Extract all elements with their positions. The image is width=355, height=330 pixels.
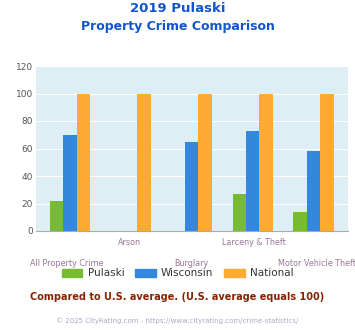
Text: © 2025 CityRating.com - https://www.cityrating.com/crime-statistics/: © 2025 CityRating.com - https://www.city… (56, 317, 299, 324)
Bar (77, 93, 90, 231)
Text: 2019 Pulaski: 2019 Pulaski (130, 2, 225, 15)
Text: Burglary: Burglary (175, 259, 209, 268)
Bar (307, 151, 320, 231)
Bar (260, 93, 273, 231)
Bar (294, 212, 307, 231)
Text: Motor Vehicle Theft: Motor Vehicle Theft (278, 259, 355, 268)
Bar (198, 93, 212, 231)
Bar (50, 201, 63, 231)
Bar (137, 93, 151, 231)
Text: Arson: Arson (118, 238, 141, 247)
Bar (320, 93, 334, 231)
Bar (63, 135, 77, 231)
Text: All Property Crime: All Property Crime (30, 259, 104, 268)
Legend: Pulaski, Wisconsin, National: Pulaski, Wisconsin, National (58, 264, 297, 282)
Bar (246, 131, 260, 231)
Text: Property Crime Comparison: Property Crime Comparison (81, 20, 274, 33)
Bar (185, 142, 198, 231)
Text: Compared to U.S. average. (U.S. average equals 100): Compared to U.S. average. (U.S. average … (31, 292, 324, 302)
Bar (233, 194, 246, 231)
Text: Larceny & Theft: Larceny & Theft (222, 238, 286, 247)
